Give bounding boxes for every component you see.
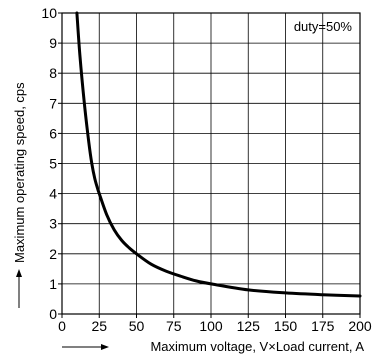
x-tick-label: 150 bbox=[274, 318, 298, 334]
y-tick-labels: 0 1 2 3 4 5 6 7 8 9 10 bbox=[41, 5, 57, 322]
y-tick-label: 5 bbox=[49, 156, 57, 172]
x-tick-label: 0 bbox=[58, 318, 66, 334]
y-tick-label: 6 bbox=[49, 125, 57, 141]
y-tick-label: 9 bbox=[49, 35, 57, 51]
y-tick-label: 2 bbox=[49, 246, 57, 262]
series-line bbox=[75, 11, 362, 298]
y-axis-arrow-head bbox=[16, 269, 22, 277]
x-tick-label: 25 bbox=[91, 318, 107, 334]
x-tick-label: 100 bbox=[199, 318, 223, 334]
y-tick-label: 10 bbox=[41, 5, 57, 21]
y-tick-label: 1 bbox=[49, 276, 57, 292]
x-axis-title: Maximum voltage, V×Load current, A bbox=[150, 339, 364, 354]
y-tick-label: 7 bbox=[49, 95, 57, 111]
x-axis-title-group: Maximum voltage, V×Load current, A bbox=[62, 339, 364, 354]
y-tick-label: 4 bbox=[49, 186, 57, 202]
y-tick-label: 0 bbox=[49, 306, 57, 322]
y-axis-title-group: Maximum operating speed, cps bbox=[12, 82, 27, 308]
x-tick-label: 200 bbox=[348, 318, 372, 334]
x-tick-label: 50 bbox=[129, 318, 145, 334]
x-tick-labels: 0 25 50 75 100 125 150 175 200 bbox=[58, 318, 372, 334]
y-tick-label: 8 bbox=[49, 65, 57, 81]
x-tick-label: 125 bbox=[237, 318, 261, 334]
duty-annotation: duty=50% bbox=[294, 19, 353, 34]
y-tick-label: 3 bbox=[49, 216, 57, 232]
tick-marks bbox=[58, 12, 361, 318]
y-axis-title: Maximum operating speed, cps bbox=[12, 82, 27, 263]
x-axis-arrow-head bbox=[101, 344, 109, 350]
grid-lines bbox=[62, 13, 360, 314]
x-tick-label: 75 bbox=[166, 318, 182, 334]
x-tick-label: 175 bbox=[311, 318, 335, 334]
